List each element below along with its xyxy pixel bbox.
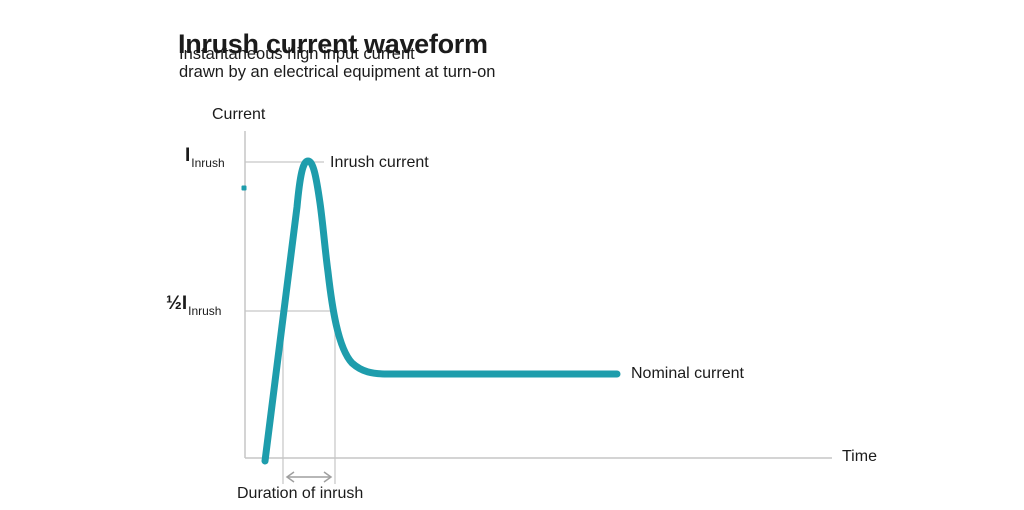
duration-arrow-left-head	[285, 471, 295, 483]
duration-of-inrush-label: Duration of inrush	[237, 485, 364, 502]
half-current-subscript: Inrush	[188, 304, 222, 318]
peak-current-subscript: Inrush	[191, 156, 225, 170]
half-current-symbol: ½I	[166, 293, 188, 314]
figure-title: Inrush current waveform	[178, 29, 488, 60]
current-curve	[261, 157, 621, 465]
inrush-current-label: Inrush current	[330, 154, 429, 171]
x-axis-label: Time	[842, 448, 877, 465]
figure-subtitle: Instantaneous high input current drawn b…	[179, 45, 495, 82]
figure-subtitle-line2: drawn by an electrical equipment at turn…	[179, 63, 496, 82]
duration-arrow	[285, 471, 333, 483]
figure-subtitle-line1: Instantaneous high input current	[179, 45, 415, 63]
y-axis-label: Current	[212, 106, 266, 123]
peak-current-symbol: I	[185, 145, 191, 166]
axis-marker-dot	[241, 185, 247, 191]
nominal-current-label: Nominal current	[631, 365, 744, 382]
duration-arrow-right-head	[323, 471, 333, 483]
peak-current-level-label: IInrush	[185, 145, 225, 170]
half-current-level-label: ½IInrush	[166, 293, 222, 318]
